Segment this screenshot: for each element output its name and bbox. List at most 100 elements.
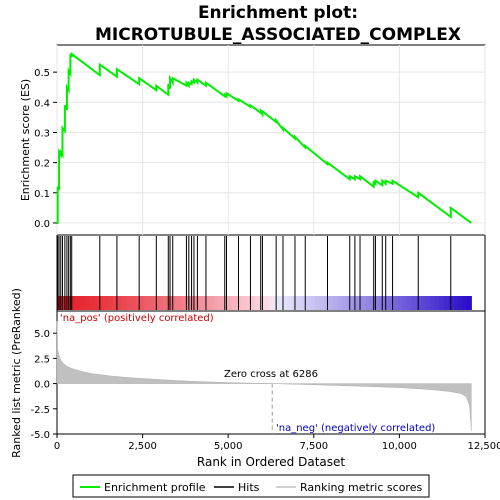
rank-gradient-segment [264,296,270,310]
enrichment-profile-line [56,52,472,224]
rank-gradient-segment [314,296,320,310]
rank-gradient-segment [162,296,169,310]
rank-gradient-segment [61,296,67,310]
rank-gradient-segment [241,296,247,310]
rank-gradient-segment [227,296,233,310]
rank-gradient-segment [213,296,219,310]
rank-gradient-segment [323,296,330,310]
rank-gradient-segment [103,296,109,310]
es-y-tick-label: 0.5 [34,68,50,79]
rank-gradient-segment [277,296,284,310]
rank-gradient-segment [328,296,334,310]
es-panel-frame [56,44,486,236]
rank-gradient-segment [218,296,224,310]
rank-gradient-segment [397,296,403,310]
rank-gradient-segment [429,296,436,310]
ranking-y-tick-label: -5.0 [30,430,50,441]
es-y-axis: 0.0 0.1 0.2 0.3 0.4 0.5 [34,68,57,230]
rank-gradient-segment [70,296,77,310]
rank-gradient-bar [57,296,472,310]
rank-gradient-segment [393,296,399,310]
rank-gradient-segment [98,296,104,310]
legend-hits-label: Hits [238,481,260,494]
rank-gradient-segment [57,296,63,310]
rank-gradient-segment [75,296,81,310]
rank-gradient-segment [139,296,146,310]
rank-gradient-segment [337,296,344,310]
rank-gradient-segment [342,296,348,310]
rank-gradient-segment [107,296,113,310]
rank-gradient-segment [245,296,251,310]
rank-gradient-segment [268,296,274,310]
ranking-panel-frame [56,310,486,435]
rank-gradient-segment [190,296,196,310]
es-y-tick-label: 0.4 [34,98,50,109]
legend-enrichment-label: Enrichment profile [104,481,206,494]
legend-ranking-label: Ranking metric scores [300,481,422,494]
rank-gradient-segment [130,296,136,310]
rank-gradient-segment [296,296,302,310]
zero-cross-label: Zero cross at 6286 [224,369,318,380]
rank-gradient-segment [439,296,445,310]
chart-title-line-2: MICROTUBULE_ASSOCIATED_COMPLEX [95,25,461,45]
rank-gradient-segment [181,296,187,310]
x-tick-label: 10,000 [382,441,417,452]
es-y-tick-label: 0.1 [34,189,50,200]
rank-gradient-segment [291,296,297,310]
rank-gradient-segment [356,296,362,310]
rank-gradient-segment [333,296,339,310]
rank-gradient-segment [121,296,127,310]
es-y-axis-label: Enrichment score (ES) [19,79,32,201]
x-tick-label: 12,500 [468,441,500,452]
rank-gradient-segment [199,296,205,310]
rank-gradient-segment [360,296,367,310]
rank-gradient-segment [300,296,307,310]
rank-gradient-segment [84,296,90,310]
rank-gradient-segment [158,296,164,310]
rank-gradient-segment [89,296,95,310]
ranking-y-axis-label: Ranked list metric (PreRanked) [10,288,23,458]
rank-gradient-segment [250,296,256,310]
ranking-y-tick-label: 0.0 [34,380,50,391]
es-y-tick-label: 0.2 [34,159,50,170]
rank-gradient-segment [222,296,228,310]
rank-gradient-segment [466,296,472,310]
rank-gradient-segment [383,296,390,310]
rank-gradient-segment [319,296,325,310]
rank-gradient-segment [443,296,449,310]
rank-gradient-segment [452,296,459,310]
rank-gradient-segment [208,296,215,310]
rank-gradient-segment [351,296,357,310]
rank-gradient-segment [365,296,371,310]
rank-gradient-segment [231,296,238,310]
rank-gradient-segment [402,296,408,310]
rank-gradient-segment [374,296,380,310]
ranking-y-tick-label: -2.5 [30,405,50,416]
x-tick-label: 2,500 [128,441,157,452]
positive-correlated-label: 'na_pos' (positively correlated) [60,313,214,324]
rank-gradient-segment [310,296,316,310]
rank-gradient-segment [305,296,311,310]
rank-gradient-segment [434,296,440,310]
ranking-y-tick-label: 5.0 [34,329,50,340]
ranking-y-axis: -5.0 -2.5 0.0 2.5 5.0 [30,329,57,441]
rank-gradient-segment [93,296,100,310]
rank-gradient-segment [254,296,261,310]
rank-gradient-segment [425,296,431,310]
rank-gradient-segment [282,296,288,310]
rank-gradient-segment [388,296,394,310]
rank-gradient-segment [116,296,123,310]
rank-gradient-segment [457,296,463,310]
es-grid [56,45,486,235]
hit-markers [57,236,452,310]
rank-gradient-segment [236,296,242,310]
rank-gradient-segment [204,296,210,310]
rank-gradient-segment [176,296,182,310]
es-y-tick-label: 0.3 [34,128,50,139]
chart-title-line-1: Enrichment plot: [198,3,358,23]
x-axis: 0 2,500 5,000 7,500 10,000 12,500 [54,434,500,452]
rank-gradient-segment [135,296,141,310]
legend-box [72,474,430,498]
rank-gradient-segment [172,296,178,310]
